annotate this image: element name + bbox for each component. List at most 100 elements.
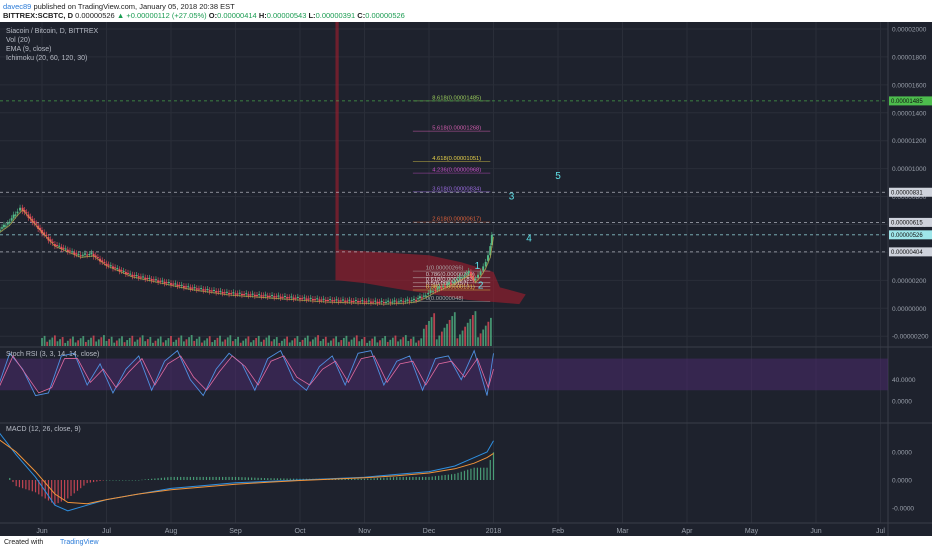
macd-histogram-bar — [447, 474, 449, 480]
candle-body — [84, 253, 86, 255]
volume-bar — [482, 329, 485, 346]
candle-body — [43, 232, 46, 235]
volume-bar — [386, 341, 389, 346]
volume-bar — [415, 342, 417, 346]
candle-body — [446, 284, 449, 286]
candle-body — [391, 301, 394, 303]
author-link[interactable]: davec89 — [3, 2, 32, 11]
candle-body — [415, 299, 418, 301]
volume-bar — [355, 335, 358, 346]
candle-body — [243, 294, 246, 296]
candle-body — [309, 297, 312, 299]
volume-bar — [206, 338, 209, 346]
candle-body — [412, 298, 415, 301]
candle-body — [402, 301, 405, 303]
candle-body — [150, 278, 153, 281]
macd-histogram-bar — [428, 476, 430, 480]
chart-svg[interactable]: Jun Jul Aug Sep Oct Nov Dec 2018 Feb Mar Apr May Jun… — [0, 22, 932, 538]
candle-body — [161, 280, 164, 282]
candle-body — [438, 286, 441, 289]
macd-histogram-bar — [483, 467, 485, 480]
volume-bar — [291, 340, 294, 346]
candle-body — [221, 292, 224, 294]
volume-bar — [417, 340, 420, 346]
candle-body — [305, 298, 308, 300]
macd-histogram-bar — [160, 477, 162, 480]
volume-bar — [59, 339, 61, 346]
candle-body — [251, 293, 254, 295]
tradingview-link[interactable]: TradingView — [60, 539, 99, 546]
candle-body — [354, 299, 357, 301]
volume-bar — [477, 337, 479, 346]
volume-bar — [123, 342, 126, 346]
macd-histogram-bar — [202, 476, 204, 480]
candle-body — [19, 207, 22, 211]
macd-histogram-bar — [63, 480, 66, 501]
volume-bar — [479, 333, 482, 346]
macd-histogram-bar — [344, 478, 346, 480]
candle-body — [436, 288, 439, 290]
macd-histogram-bar — [18, 480, 21, 488]
volume-bar — [247, 336, 250, 346]
macd-histogram-bar — [228, 476, 230, 480]
volume-bar — [366, 342, 368, 346]
macd-histogram-bar — [421, 476, 424, 480]
candle-body — [418, 296, 421, 299]
candle-body — [240, 293, 243, 296]
candle-body — [311, 298, 314, 301]
candle-body — [189, 287, 192, 289]
macd-tick-label: 0.0000 — [892, 450, 912, 457]
volume-bar — [121, 336, 123, 346]
chart-area[interactable]: Jun Jul Aug Sep Oct Nov Dec 2018 Feb Mar Apr May Jun… — [0, 22, 932, 538]
macd-histogram-bar — [399, 476, 401, 480]
candle-body — [299, 298, 301, 300]
volume-bar — [226, 337, 229, 346]
candle-body — [236, 293, 239, 295]
volume-bar — [317, 335, 319, 346]
candle-body — [314, 299, 317, 301]
macd-histogram-bar — [389, 477, 391, 480]
volume-bar — [435, 339, 438, 346]
candle-body — [296, 296, 299, 298]
high-value: 0.00000543 — [266, 11, 307, 20]
time-tick-label: Feb — [552, 528, 564, 535]
macd-histogram-bar — [386, 477, 388, 480]
volume-bar — [448, 319, 451, 346]
volume-bar — [464, 326, 467, 346]
macd-histogram-bar — [115, 480, 117, 481]
candle-body — [8, 221, 11, 224]
volume-bar — [195, 338, 198, 346]
candle-body — [111, 266, 114, 269]
candle-body — [1, 227, 4, 229]
stoch-band — [0, 358, 888, 391]
candle-body — [361, 300, 364, 302]
macd-histogram-bar — [260, 477, 262, 480]
volume-bar — [115, 340, 118, 346]
candle-body — [174, 283, 177, 285]
macd-histogram-bar — [267, 478, 269, 480]
volume-bar — [337, 342, 340, 346]
candle-body — [12, 214, 15, 219]
candle-body — [424, 295, 427, 297]
candle-body — [434, 290, 437, 292]
candle-body — [163, 281, 166, 284]
macd-histogram-bar — [244, 477, 246, 480]
price-badge-label: 0.00001485 — [891, 99, 923, 105]
candle-body — [376, 301, 379, 303]
candle-body — [172, 283, 175, 285]
macd-histogram-bar — [176, 476, 179, 480]
candle-body — [96, 257, 99, 259]
candle-body — [292, 297, 295, 299]
fib-level-label: 3.618(0.00000834) — [432, 186, 481, 192]
candle-body — [440, 287, 443, 289]
candle-body — [182, 285, 185, 288]
candle-body — [463, 275, 466, 277]
candle-body — [62, 247, 65, 249]
volume-bar — [72, 336, 74, 346]
candle-body — [258, 294, 261, 296]
volume-bar — [314, 337, 317, 346]
candle-body — [139, 276, 142, 278]
candle-body — [206, 289, 209, 291]
candle-body — [490, 234, 493, 246]
candle-body — [232, 292, 235, 294]
